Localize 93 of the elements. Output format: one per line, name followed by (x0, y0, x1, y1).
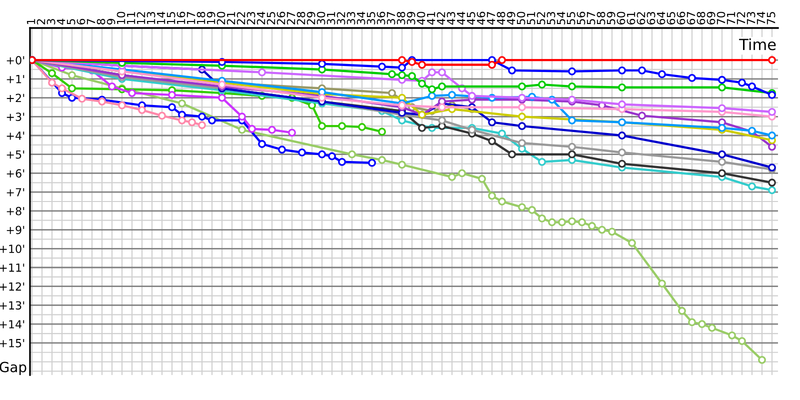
x-tick-label: 46 (476, 12, 486, 25)
y-tick-label: +8' (6, 206, 24, 216)
x-tick-label: 37 (386, 12, 396, 24)
x-tick-label: 35 (366, 12, 376, 24)
x-tick-label: 8 (96, 18, 106, 24)
x-tick-label: 48 (496, 12, 506, 25)
x-tick-label: 22 (236, 12, 246, 24)
x-tick-label: 53 (546, 12, 556, 24)
x-tick-label: 50 (516, 12, 526, 24)
x-tick-label: 47 (486, 12, 496, 25)
x-tick-label: 59 (606, 12, 616, 24)
x-tick-label: 23 (246, 12, 256, 24)
x-tick-label: 33 (346, 12, 356, 24)
x-tick-label: 9 (106, 18, 116, 25)
x-tick-label: 42 (436, 12, 446, 25)
x-tick-label: 49 (506, 12, 516, 25)
x-tick-label: 21 (226, 12, 236, 24)
y-tick-label: +5' (6, 150, 24, 159)
x-tick-label: 18 (196, 12, 206, 24)
x-tick-label: 67 (686, 12, 696, 24)
x-axis-title: Time (739, 38, 776, 50)
y-tick-label: +6' (6, 169, 24, 178)
x-tick-label: 5 (66, 19, 76, 24)
x-tick-label: 12 (136, 12, 146, 24)
x-tick-label: 2 (36, 19, 46, 24)
x-tick-label: 43 (446, 12, 456, 25)
x-tick-label: 11 (126, 12, 136, 24)
x-tick-label: 10 (116, 12, 126, 24)
x-tick-label: 20 (216, 12, 226, 24)
x-tick-label: 14 (156, 12, 166, 24)
x-tick-label: 52 (536, 12, 546, 24)
x-tick-label: 32 (336, 12, 346, 24)
x-tick-label: 3 (46, 19, 56, 24)
x-tick-label: 16 (176, 12, 186, 24)
x-tick-label: 61 (626, 12, 636, 24)
x-tick-label: 45 (466, 12, 476, 25)
x-tick-label: 54 (556, 12, 566, 24)
x-tick-label: 40 (416, 12, 426, 25)
y-tick-label: +4' (6, 132, 24, 140)
x-tick-label: 63 (646, 12, 656, 24)
y-tick-label: +15' (0, 339, 24, 348)
x-tick-label: 24 (256, 12, 266, 24)
x-tick-label: 72 (736, 12, 746, 24)
y-tick-label: +7' (6, 188, 24, 196)
x-tick-label: 13 (146, 12, 156, 24)
y-axis-title: Gap (0, 362, 26, 375)
x-tick-label: 64 (656, 12, 666, 24)
y-tick-label: +10' (0, 244, 24, 254)
x-tick-label: 57 (586, 12, 596, 24)
x-tick-label: 75 (766, 12, 776, 24)
x-tick-label: 6 (76, 18, 86, 24)
x-tick-label: 39 (406, 12, 416, 24)
x-tick-label: 1 (26, 19, 36, 24)
x-tick-label: 69 (706, 12, 716, 24)
x-tick-label: 44 (456, 12, 466, 25)
y-tick-label: +1' (6, 75, 24, 84)
x-tick-label: 28 (296, 12, 306, 24)
x-tick-label: 56 (576, 12, 586, 24)
x-tick-label: 4 (56, 18, 66, 25)
y-tick-label: +0' (6, 56, 24, 64)
x-tick-label: 55 (566, 12, 576, 24)
y-tick-label: +2' (6, 94, 24, 102)
x-tick-label: 66 (676, 12, 686, 24)
x-tick-label: 73 (746, 12, 756, 24)
x-tick-label: 71 (726, 12, 736, 24)
x-tick-label: 58 (596, 12, 606, 24)
x-tick-label: 34 (356, 12, 366, 24)
x-tick-label: 15 (166, 12, 176, 24)
y-tick-label: +14' (0, 320, 24, 328)
y-tick-label: +13' (0, 301, 24, 310)
y-tick-label: +9' (6, 226, 24, 234)
x-tick-label: 70 (716, 12, 726, 24)
x-tick-label: 74 (756, 12, 766, 24)
x-tick-label: 17 (186, 12, 196, 24)
x-tick-label: 41 (426, 12, 436, 25)
x-tick-label: 7 (86, 19, 96, 24)
y-tick-label: +11' (0, 264, 24, 272)
x-tick-label: 68 (696, 12, 706, 24)
x-tick-label: 60 (616, 12, 626, 24)
x-tick-label: 65 (666, 12, 676, 24)
x-tick-label: 30 (316, 12, 326, 24)
x-tick-label: 19 (206, 12, 216, 24)
x-tick-label: 51 (526, 12, 536, 24)
y-tick-label: +3' (6, 112, 24, 122)
x-tick-label: 62 (636, 12, 646, 24)
x-tick-label: 31 (326, 12, 336, 24)
x-tick-label: 27 (286, 12, 296, 24)
x-tick-label: 25 (266, 12, 276, 24)
x-tick-label: 26 (276, 12, 286, 24)
x-tick-label: 36 (376, 12, 386, 24)
x-tick-label: 38 (396, 12, 406, 24)
x-tick-label: 29 (306, 12, 316, 24)
y-tick-label: +12' (0, 282, 24, 291)
